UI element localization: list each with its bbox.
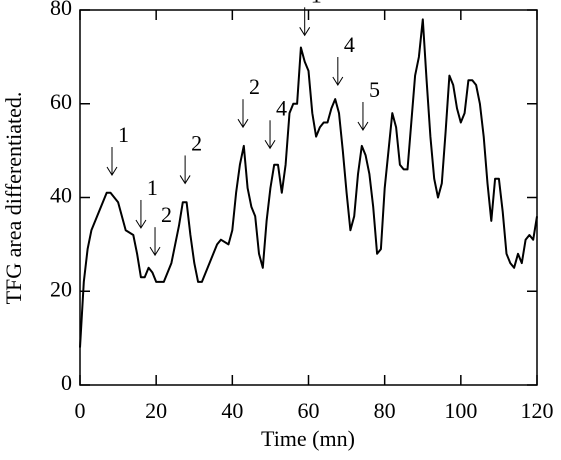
y-tick-label: 0 [61,370,72,395]
x-tick-label: 80 [374,398,396,423]
annotation-arrowhead [179,175,191,185]
x-tick-label: 120 [521,398,554,423]
annotation-arrowhead [299,27,311,37]
annotation-label: 2 [161,202,172,227]
x-tick-label: 0 [75,398,86,423]
data-line [79,18,538,348]
y-tick-label: 20 [50,276,72,301]
y-tick-label: 60 [50,89,72,114]
x-tick-label: 40 [221,398,243,423]
annotation-arrowhead [237,118,249,129]
annotation-label: 2 [249,74,260,99]
annotation-arrowhead [264,140,276,150]
annotation-arrowhead [332,76,344,86]
annotation-arrowhead [106,166,118,176]
x-axis-label: Time (mn) [261,426,355,451]
x-tick-label: 100 [444,398,477,423]
annotation-label: 4 [344,32,355,57]
x-tick-label: 20 [145,398,167,423]
annotation-label: 1 [311,0,322,7]
annotation-label: 4 [276,95,287,120]
annotation-arrowhead [135,219,147,229]
x-tick-label: 60 [298,398,320,423]
annotation-arrowhead [149,246,161,257]
annotation-arrowhead [357,121,369,131]
y-tick-label: 80 [50,0,72,20]
y-axis-label: TFG area differentiated. [1,92,26,305]
annotation-label: 1 [147,175,158,200]
annotation-label: 5 [369,77,380,102]
annotation-label: 2 [191,130,202,155]
y-tick-label: 40 [50,183,72,208]
annotation-label: 1 [118,122,129,147]
